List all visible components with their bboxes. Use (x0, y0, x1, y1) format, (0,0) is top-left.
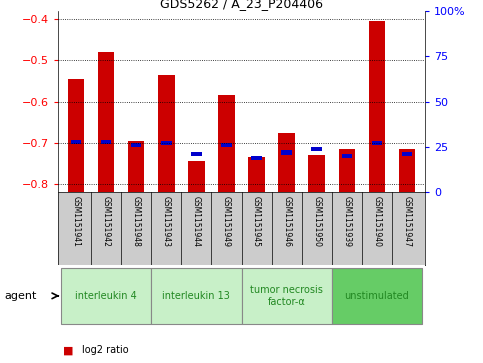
Bar (371, 141, 382, 146)
Bar (101, 139, 112, 144)
Text: GSM1151947: GSM1151947 (402, 196, 412, 247)
Bar (242, 268, 332, 324)
Bar (98, 52, 114, 192)
Text: GSM1151948: GSM1151948 (132, 196, 141, 247)
Bar (221, 143, 232, 147)
Bar (332, 268, 422, 324)
Bar (309, 155, 325, 192)
Bar (61, 268, 151, 324)
Text: GSM1151939: GSM1151939 (342, 196, 351, 247)
Bar (128, 141, 144, 192)
Text: interleukin 13: interleukin 13 (162, 291, 230, 301)
Bar (191, 152, 201, 156)
Text: tumor necrosis
factor-α: tumor necrosis factor-α (250, 285, 323, 307)
Bar (218, 95, 235, 192)
Bar (398, 149, 415, 192)
Bar (71, 139, 81, 144)
Text: GSM1151949: GSM1151949 (222, 196, 231, 247)
Bar (161, 141, 171, 146)
Text: GSM1151946: GSM1151946 (282, 196, 291, 247)
Text: GSM1151943: GSM1151943 (162, 196, 171, 247)
Bar (402, 152, 412, 156)
Bar (188, 162, 205, 192)
Text: unstimulated: unstimulated (344, 291, 409, 301)
Bar (339, 149, 355, 192)
Text: GSM1151945: GSM1151945 (252, 196, 261, 247)
Text: log2 ratio: log2 ratio (82, 345, 129, 355)
Bar (248, 157, 265, 192)
Bar (158, 75, 174, 192)
Text: GSM1151940: GSM1151940 (372, 196, 382, 247)
Text: interleukin 4: interleukin 4 (75, 291, 137, 301)
Bar (278, 132, 295, 192)
Text: GSM1151944: GSM1151944 (192, 196, 201, 247)
Bar (369, 21, 385, 192)
Bar (151, 268, 242, 324)
Bar (341, 154, 352, 158)
Text: GSM1151942: GSM1151942 (101, 196, 111, 247)
Bar (68, 79, 85, 192)
Title: GDS5262 / A_23_P204406: GDS5262 / A_23_P204406 (160, 0, 323, 10)
Text: GSM1151950: GSM1151950 (312, 196, 321, 247)
Bar (131, 143, 142, 147)
Bar (282, 150, 292, 155)
Text: ■: ■ (63, 345, 73, 355)
Bar (251, 156, 262, 160)
Bar (312, 147, 322, 151)
Text: GSM1151941: GSM1151941 (71, 196, 81, 247)
Text: agent: agent (5, 291, 37, 301)
